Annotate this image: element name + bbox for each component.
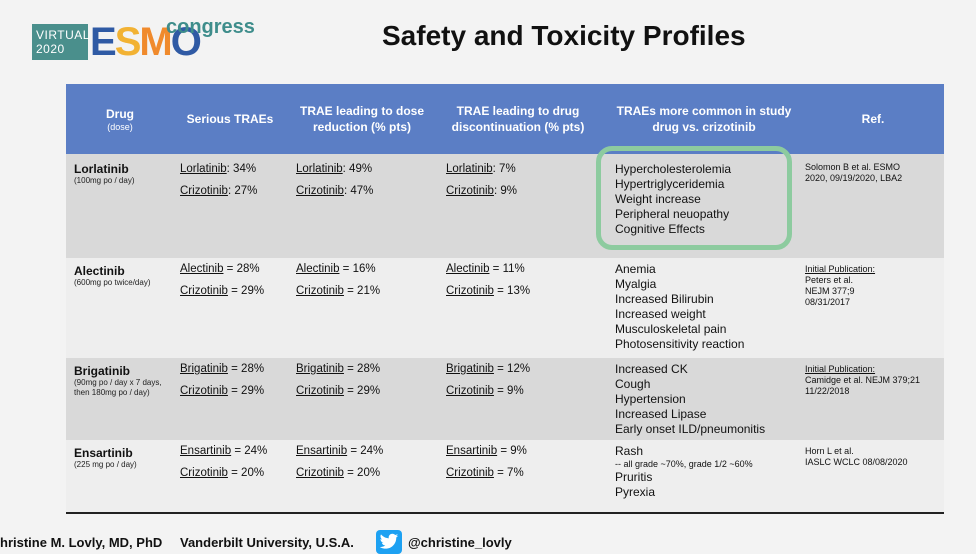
table-header: Drug (dose) Serious TRAEs TRAE leading t… [66, 84, 944, 154]
serious-cell: Lorlatinib: 34% Crizotinib: 27% [180, 163, 258, 197]
serious-cell: Brigatinib = 28% Crizotinib = 29% [180, 363, 265, 397]
drug-cell: Ensartinib (225 mg po / day) [74, 446, 137, 469]
discontinuation-cell: Alectinib = 11% Crizotinib = 13% [446, 263, 531, 297]
ref-cell: Solomon B et al. ESMO 2020, 09/19/2020, L… [805, 162, 903, 183]
discontinuation-cell: Ensartinib = 9% Crizotinib = 7% [446, 445, 527, 479]
twitter-icon [376, 530, 402, 554]
header-ref: Ref. [861, 112, 885, 126]
virtual-year: 2020 [36, 42, 65, 56]
header-serious: Serious TRAEs [186, 112, 274, 126]
ref-cell: Horn L et al. IASLC WCLC 08/08/2020 [805, 446, 908, 467]
discontinuation-cell: Lorlatinib: 7% Crizotinib: 9% [446, 163, 517, 197]
safety-table: Drug (dose) Serious TRAEs TRAE leading t… [66, 84, 944, 512]
ae-list: Anemia Myalgia Increased Bilirubin Increase… [615, 262, 745, 351]
table-row-brigatinib: Brigatinib (90mg po / day x 7 days, then… [66, 358, 944, 440]
table-row-lorlatinib: Lorlatinib (100mg po / day) Lorlatinib: … [66, 146, 944, 258]
twitter-handle: @christine_lovly [408, 535, 512, 550]
ae-note: -- all grade ~70%, grade 1/2 ~60% [615, 459, 753, 469]
ref-cell: Initial Publication: Peters et al. NEJM 37… [805, 264, 876, 307]
serious-cell: Ensartinib = 24% Crizotinib = 20% [180, 445, 268, 479]
ae-list: Rash -- all grade ~70%, grade 1/2 ~60% P… [615, 444, 753, 499]
drug-cell: Brigatinib (90mg po / day x 7 days, then… [74, 364, 162, 397]
header-dose-reduction: TRAE leading to dose reduction (% pts) [299, 104, 424, 134]
header-discontinuation: TRAE leading to drug discontinuation (% … [451, 104, 585, 134]
virtual-label: VIRTUAL [36, 28, 90, 42]
dose-reduction-cell: Ensartinib = 24% Crizotinib = 20% [296, 445, 384, 479]
page-title: Safety and Toxicity Profiles [382, 20, 746, 51]
esmo-wordmark: ESMO [90, 20, 202, 64]
ae-list: Hypercholesterolemia Hypertriglyceridemia… [615, 162, 732, 236]
presenter-name: hristine M. Lovly, MD, PhD [0, 535, 163, 550]
table-row-alectinib: Alectinib (600mg po twice/day) Alectinib… [66, 258, 944, 358]
table-row-ensartinib: Ensartinib (225 mg po / day) Ensartinib … [66, 440, 944, 512]
institution-name: Vanderbilt University, U.S.A. [180, 535, 354, 550]
dose-reduction-cell: Lorlatinib: 49% Crizotinib: 47% [296, 163, 374, 197]
dose-reduction-cell: Brigatinib = 28% Crizotinib = 29% [296, 363, 381, 397]
discontinuation-cell: Brigatinib = 12% Crizotinib = 9% [446, 363, 531, 397]
virtual-badge: VIRTUAL 2020 [32, 24, 90, 60]
ae-list: Increased CK Cough Hypertension Increased L… [615, 362, 766, 436]
ref-cell: Initial Publication: Camidge et al. NEJM … [805, 364, 921, 396]
congress-label: congress [166, 16, 255, 38]
serious-cell: Alectinib = 28% Crizotinib = 29% [180, 263, 265, 297]
highlight-box [596, 146, 792, 250]
table-bottom-rule [66, 512, 944, 514]
drug-cell: Alectinib (600mg po twice/day) [74, 264, 151, 287]
header-drug: Drug (dose) [106, 106, 134, 132]
header-more-common: TRAEs more common in study drug vs. criz… [616, 104, 792, 134]
esmo-logo: VIRTUAL 2020 ESMO congress [32, 16, 255, 64]
dose-reduction-cell: Alectinib = 16% Crizotinib = 21% [296, 263, 381, 297]
drug-cell: Lorlatinib (100mg po / day) [74, 162, 135, 185]
